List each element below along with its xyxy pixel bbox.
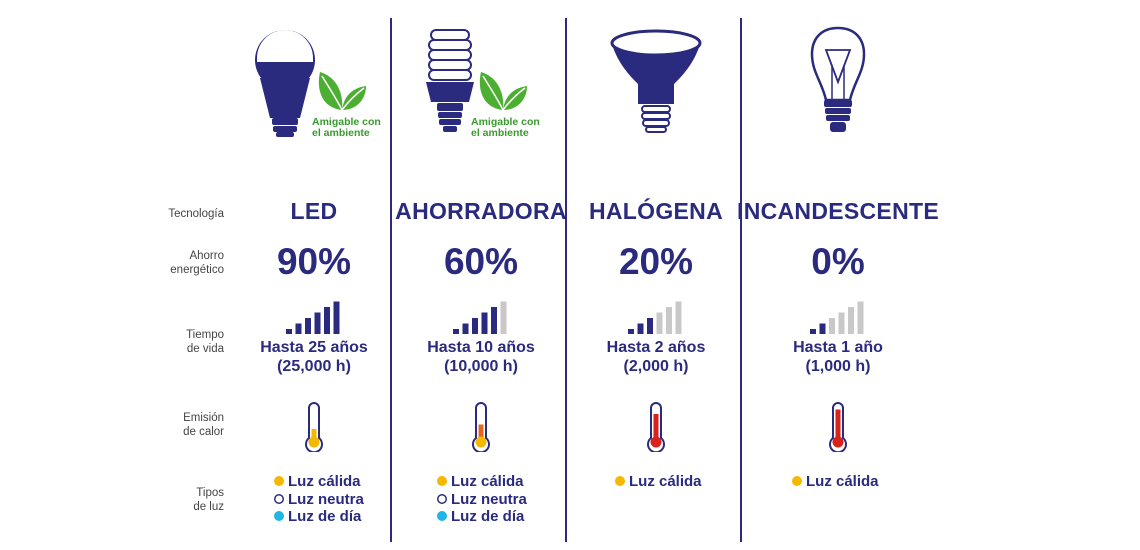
column-incandescente: INCANDESCENTE 0% Hasta 1 año (1,000 h) Lu… [737,0,939,550]
led-bulb-icon [255,30,315,137]
light-type-label: Luz neutra [451,490,527,508]
lifespan-bar [295,323,302,334]
light-type-label: Luz de día [451,508,525,525]
savings-value: 60% [443,241,519,282]
eco-leaf-icon [479,72,527,111]
eco-leaf-icon [318,72,366,111]
thermometer-icon [647,402,665,452]
technology-name: HALÓGENA [588,198,723,224]
light-type-item: Luz neutra [274,491,364,509]
lifespan-bar [637,323,644,334]
lifespan-bar [305,318,311,334]
lifespan-bar [838,312,845,334]
lifespan-text: Hasta 25 años (25,000 h) [260,339,368,375]
technology-name: AHORRADORA [395,198,567,224]
lifespan-bar [481,312,488,334]
light-type-item: Luz de día [274,508,364,526]
eco-badge: Amigable con el ambiente [312,116,381,139]
light-types-list: Luz cálida [615,473,702,491]
light-type-item: Luz cálida [615,473,702,491]
incandescent-bulb-icon [810,26,866,132]
column-halogena: HALÓGENA 20% Hasta 2 años (2,000 h) Luz c… [568,0,744,550]
light-types-list: Luz cálida Luz neutra Luz de día [437,473,527,526]
warm-light-dot-icon [274,476,284,486]
light-type-label: Luz cálida [629,473,702,490]
column-divider [565,18,567,542]
eco-badge: Amigable con el ambiente [471,116,540,139]
light-type-item: Luz de día [437,508,527,526]
thermometer-icon [829,402,847,452]
light-types-list: Luz cálida Luz neutra Luz de día [274,473,364,526]
technology-name: INCANDESCENTE [737,198,939,224]
light-type-label: Luz cálida [451,473,524,490]
row-label-heat: Emisión de calor [183,412,224,438]
lifespan-bar [491,307,497,334]
thermometer-level [653,414,659,440]
thermometer-icon [305,402,323,452]
thermometer-icon [472,402,490,452]
warm-light-dot-icon [615,476,625,486]
lifespan-bar [857,301,864,334]
light-type-item: Luz cálida [792,473,879,491]
lifespan-text: Hasta 1 año (1,000 h) [793,339,883,375]
light-type-label: Luz neutra [288,490,364,508]
lifespan-bar [453,329,459,334]
lifespan-bar [628,329,634,334]
light-type-label: Luz cálida [806,473,879,490]
warm-light-dot-icon [437,476,447,486]
column-divider [740,18,742,542]
lifespan-bars [453,301,507,334]
day-light-dot-icon [274,511,284,521]
lifespan-bar [333,301,340,334]
column-led: Amigable con el ambiente LED 90% Hasta 25… [226,0,402,550]
light-type-item: Luz neutra [437,491,527,509]
row-label-savings: Ahorro energético [170,250,224,276]
thermometer-level [478,424,484,440]
lifespan-bar [848,307,854,334]
column-ahorradora: Amigable con el ambiente AHORRADORA 60% H… [393,0,569,550]
savings-value: 20% [618,241,694,282]
light-type-label: Luz cálida [288,473,361,490]
day-light-dot-icon [437,511,447,521]
lifespan-text: Hasta 2 años (2,000 h) [606,339,706,375]
lifespan-bar [647,318,653,334]
light-type-label: Luz de día [288,508,362,525]
lifespan-bar [472,318,478,334]
row-label-lifespan: Tiempo de vida [186,329,224,355]
lifespan-bar [500,301,507,334]
light-type-item: Luz cálida [437,473,527,491]
thermometer-level [311,429,317,440]
lifespan-bar [819,323,826,334]
lifespan-bar [829,318,835,334]
neutral-light-dot-icon [274,493,284,504]
technology-name: LED [290,198,338,224]
light-type-item: Luz cálida [274,473,364,491]
lifespan-bars [286,301,340,334]
row-label-light-types: Tipos de luz [193,487,224,513]
savings-value: 90% [276,241,352,282]
warm-light-dot-icon [792,476,802,486]
lifespan-bar [666,307,672,334]
cfl-bulb-icon [426,29,474,132]
lifespan-bar [656,312,663,334]
lifespan-bar [462,323,469,334]
row-label-technology: Tecnología [168,208,224,220]
lifespan-bar [675,301,682,334]
lifespan-text: Hasta 10 años (10,000 h) [427,339,535,375]
lifespan-bar [286,329,292,334]
thermometer-level [835,409,841,440]
halogen-bulb-icon [610,29,702,133]
column-divider [390,18,392,542]
neutral-light-dot-icon [437,493,447,504]
lifespan-bar [810,329,816,334]
lifespan-bar [314,312,321,334]
savings-value: 0% [811,241,865,282]
lifespan-bars [810,301,864,334]
lifespan-bar [324,307,330,334]
lifespan-bars [628,301,682,334]
light-types-list: Luz cálida [792,473,879,491]
